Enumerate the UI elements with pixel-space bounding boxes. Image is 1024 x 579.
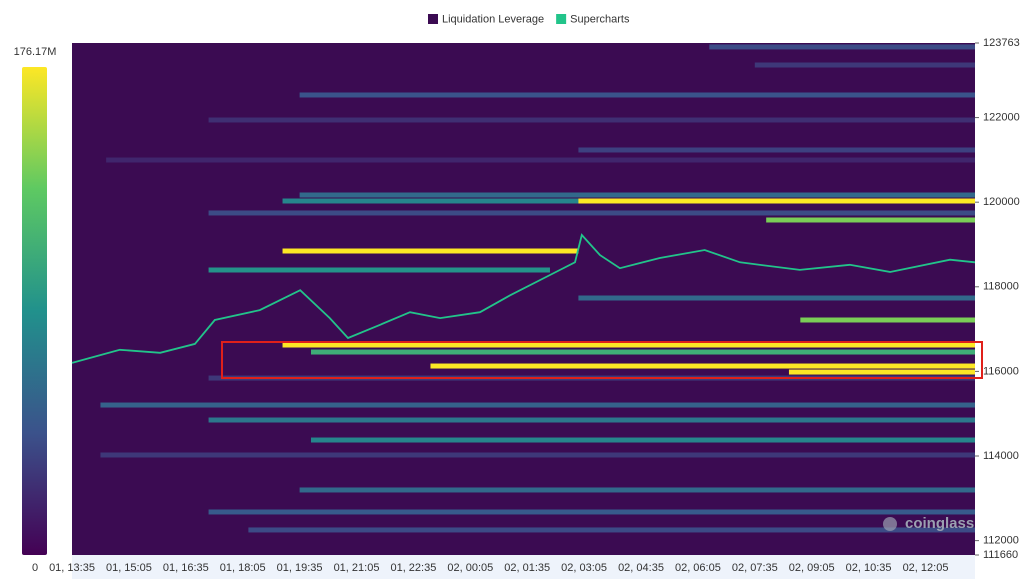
colorbar bbox=[22, 67, 47, 555]
liquidation-band bbox=[766, 217, 976, 223]
x-tick-label: 02, 01:35 bbox=[504, 562, 550, 574]
y-tick-label: 114000 bbox=[983, 450, 1019, 462]
x-tick-label: 02, 00:05 bbox=[447, 562, 493, 574]
liquidation-band bbox=[299, 192, 976, 198]
x-tick-label: 01, 16:35 bbox=[163, 562, 209, 574]
colorbar-min-label: 0 bbox=[32, 562, 38, 574]
liquidation-band bbox=[208, 509, 976, 515]
legend-swatch bbox=[428, 14, 438, 24]
x-tick-label: 01, 21:05 bbox=[334, 562, 380, 574]
x-tick-label: 01, 19:35 bbox=[277, 562, 323, 574]
x-tick-label: 01, 18:05 bbox=[220, 562, 266, 574]
legend-label: Liquidation Leverage bbox=[442, 13, 544, 25]
watermark: coinglass bbox=[905, 515, 974, 532]
x-tick-label: 01, 22:35 bbox=[390, 562, 436, 574]
price-line bbox=[71, 233, 976, 364]
highlight-box bbox=[221, 341, 983, 379]
liquidation-band bbox=[754, 62, 976, 68]
liquidation-band bbox=[248, 527, 976, 533]
x-tick-label: 02, 04:35 bbox=[618, 562, 664, 574]
y-tick-label: 120000 bbox=[983, 196, 1020, 208]
y-tick-label: 112000 bbox=[983, 535, 1019, 547]
colorbar-max-label: 176.17M bbox=[14, 46, 57, 58]
watermark-icon bbox=[883, 517, 897, 531]
liquidation-band bbox=[282, 248, 579, 254]
liquidation-band bbox=[282, 342, 976, 348]
y-tick-label: 118000 bbox=[983, 281, 1019, 293]
x-tick-label: 02, 03:05 bbox=[561, 562, 607, 574]
x-axis-strip bbox=[72, 555, 975, 579]
liquidation-band bbox=[299, 92, 976, 98]
liquidation-band bbox=[578, 295, 976, 301]
liquidation-band bbox=[100, 402, 976, 408]
x-tick-label: 01, 13:35 bbox=[49, 562, 95, 574]
x-tick-label: 02, 12:05 bbox=[903, 562, 949, 574]
liquidation-band bbox=[106, 157, 976, 163]
x-tick-label: 02, 07:35 bbox=[732, 562, 778, 574]
liquidation-band bbox=[208, 417, 976, 423]
x-tick-label: 02, 09:05 bbox=[789, 562, 835, 574]
liquidation-band bbox=[310, 437, 976, 443]
legend-label: Supercharts bbox=[570, 13, 630, 25]
liquidation-band bbox=[800, 317, 976, 323]
liquidation-band bbox=[208, 267, 550, 273]
liquidation-band bbox=[788, 369, 976, 375]
legend-swatch bbox=[556, 14, 567, 24]
liquidation-band bbox=[310, 349, 976, 355]
liquidation-band bbox=[100, 452, 976, 458]
y-tick-label: 123763 bbox=[983, 37, 1020, 49]
liquidation-band bbox=[578, 198, 976, 204]
liquidation-band bbox=[208, 210, 976, 216]
x-tick-label: 02, 06:05 bbox=[675, 562, 721, 574]
y-tick-label: 122000 bbox=[983, 111, 1020, 123]
y-tick-label: 111660 bbox=[983, 549, 1018, 561]
liquidation-band bbox=[208, 117, 976, 123]
liquidation-band bbox=[299, 487, 976, 493]
liquidation-band bbox=[430, 363, 976, 369]
y-tick-label: 116000 bbox=[983, 365, 1019, 377]
x-tick-label: 02, 10:35 bbox=[846, 562, 892, 574]
liquidation-band bbox=[709, 44, 976, 50]
x-tick-label: 01, 15:05 bbox=[106, 562, 152, 574]
liquidation-band bbox=[578, 147, 976, 153]
